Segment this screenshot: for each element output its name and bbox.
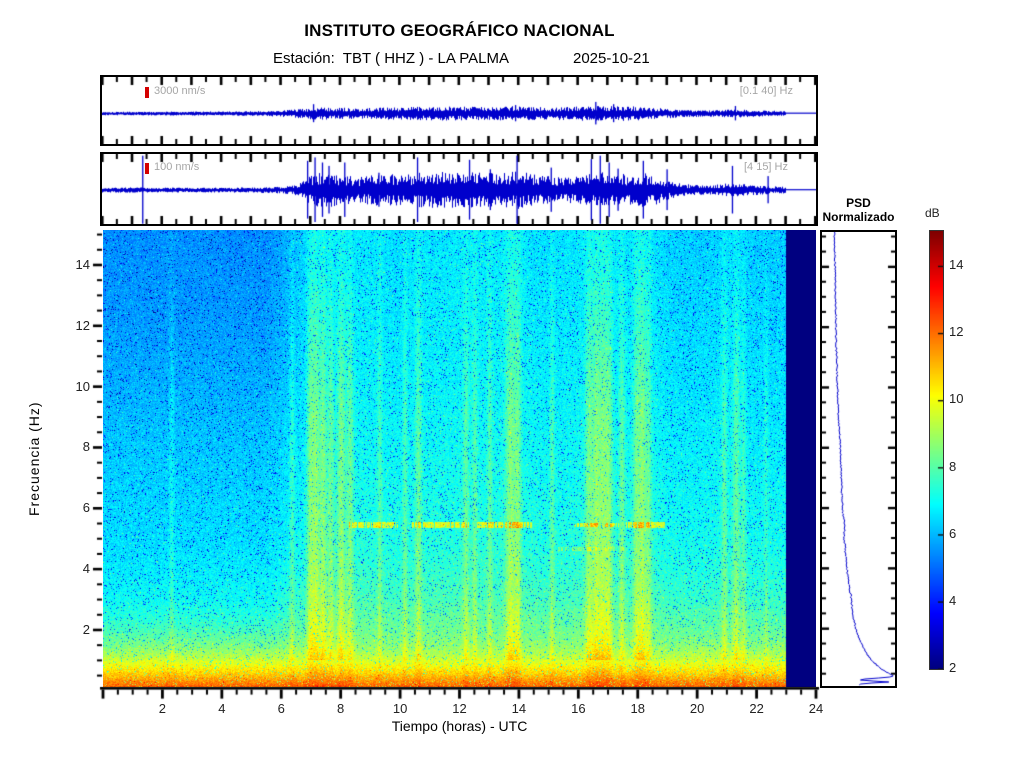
y-tick-label: 2 bbox=[82, 621, 90, 637]
colorbar-tick-label: 8 bbox=[949, 458, 957, 474]
scale-marker-icon bbox=[145, 87, 149, 98]
trace2-band-label: [4 15] Hz bbox=[743, 161, 788, 173]
y-tick-label: 6 bbox=[82, 500, 90, 516]
colorbar-tick-label: 14 bbox=[949, 257, 964, 273]
x-tick-label: 6 bbox=[277, 701, 285, 716]
spectrogram-canvas bbox=[103, 230, 816, 687]
psd-panel bbox=[820, 230, 897, 688]
psd-curve-canvas bbox=[822, 232, 895, 686]
x-tick-label: 14 bbox=[511, 701, 527, 716]
figure-title: INSTITUTO GEOGRÁFICO NACIONAL bbox=[304, 21, 615, 40]
psd-title-line2: Normalizado bbox=[822, 210, 895, 224]
colorbar-tick-label: 10 bbox=[949, 391, 964, 407]
scale-marker-icon bbox=[145, 163, 149, 174]
trace1-scale-label: 3000 nm/s bbox=[154, 85, 206, 97]
trace1-band-label: [0.1 40] Hz bbox=[739, 85, 793, 97]
x-axis-label: Tiempo (horas) - UTC bbox=[391, 718, 528, 734]
y-axis-label: Frecuencia (Hz) bbox=[26, 401, 42, 516]
colorbar-tick-label: 12 bbox=[949, 324, 964, 340]
colorbar-unit-label: dB bbox=[925, 206, 940, 220]
x-tick-label: 24 bbox=[808, 701, 824, 716]
date-label: 2025-10-21 bbox=[573, 50, 650, 67]
x-tick-label: 10 bbox=[392, 701, 408, 716]
y-tick-label: 14 bbox=[75, 256, 90, 272]
x-tick-label: 18 bbox=[630, 701, 645, 716]
y-tick-label: 4 bbox=[82, 561, 90, 577]
x-tick-label: 4 bbox=[218, 701, 226, 716]
colorbar-tick-label: 4 bbox=[949, 592, 957, 608]
trace2-scale-label: 100 nm/s bbox=[154, 161, 200, 173]
x-tick-label: 20 bbox=[689, 701, 705, 716]
y-tick-label: 10 bbox=[75, 378, 90, 394]
x-tick-label: 2 bbox=[158, 701, 167, 716]
x-tick-label: 16 bbox=[571, 701, 586, 716]
x-tick-label: 22 bbox=[749, 701, 764, 716]
x-tick-label: 12 bbox=[452, 701, 467, 716]
colorbar-canvas bbox=[929, 230, 944, 670]
y-tick-label: 12 bbox=[75, 317, 90, 333]
colorbar-tick-label: 6 bbox=[949, 525, 957, 541]
station-subtitle: Estación: TBT ( HHZ ) - LA PALMA bbox=[273, 50, 509, 67]
y-tick-label: 8 bbox=[82, 439, 90, 455]
x-tick-label: 8 bbox=[337, 701, 345, 716]
colorbar-tick-label: 2 bbox=[949, 660, 957, 675]
psd-title-line1: PSD bbox=[846, 196, 871, 210]
